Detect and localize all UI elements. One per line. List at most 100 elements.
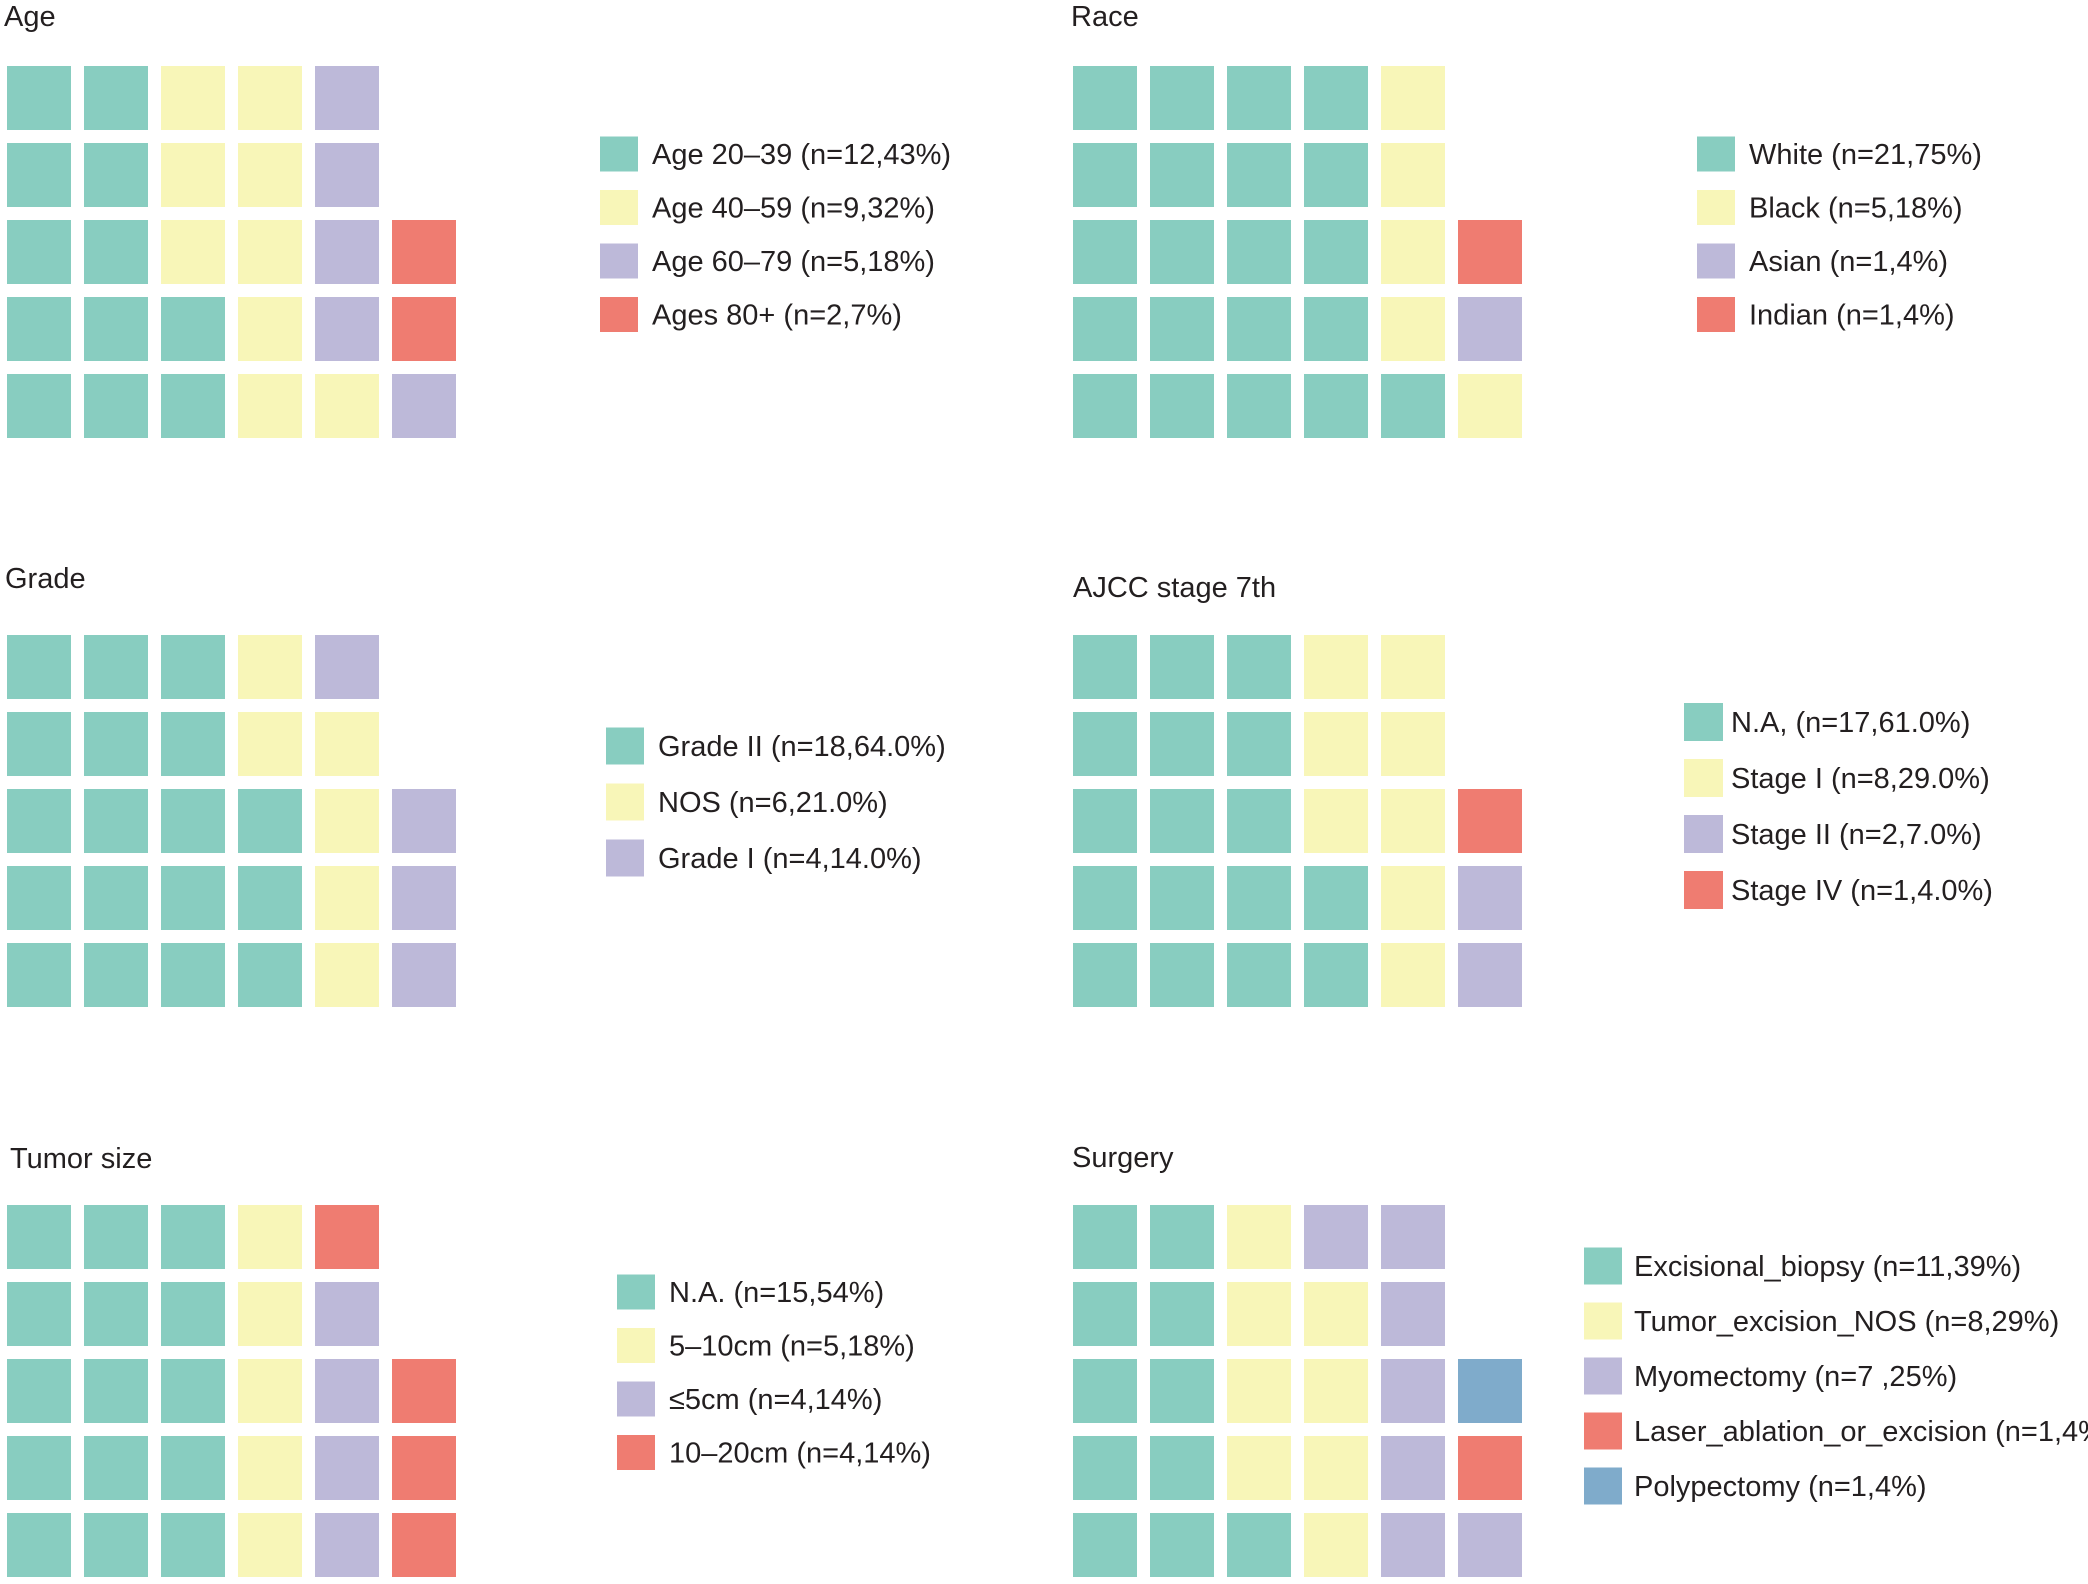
waffle-square: [1150, 297, 1214, 361]
waffle-square: [161, 1513, 225, 1577]
legend-swatch: [617, 1328, 655, 1363]
waffle-square: [161, 1359, 225, 1423]
waffle-square: [84, 1282, 148, 1346]
waffle-square: [7, 712, 71, 776]
waffle-square: [1150, 1513, 1214, 1577]
waffle-square: [1304, 374, 1368, 438]
legend-swatch: [1584, 1357, 1622, 1395]
waffle-square: [1150, 789, 1214, 853]
waffle-square: [392, 789, 456, 853]
waffle-square: [1227, 374, 1291, 438]
legend-label: Grade II (n=18,64.0%): [658, 731, 946, 763]
waffle-square: [1458, 220, 1522, 284]
legend-swatch: [1697, 297, 1735, 332]
waffle-square: [315, 374, 379, 438]
waffle-square: [392, 1436, 456, 1500]
waffle-square: [161, 635, 225, 699]
waffle-square: [1227, 66, 1291, 130]
waffle-square: [1227, 1205, 1291, 1269]
legend-label: N.A, (n=17,61.0%): [1731, 707, 1970, 739]
waffle-square: [84, 635, 148, 699]
legend-swatch: [606, 839, 644, 877]
legend-label: Laser_ablation_or_excision (n=1,4%): [1634, 1416, 2088, 1448]
waffle-square: [161, 297, 225, 361]
legend-label: Black (n=5,18%): [1749, 193, 1963, 225]
legend-label: Stage II (n=2,7.0%): [1731, 819, 1982, 851]
waffle-square: [1227, 712, 1291, 776]
legend-label: ≤5cm (n=4,14%): [669, 1384, 882, 1416]
legend-swatch: [1697, 190, 1735, 225]
legend-swatch: [1584, 1302, 1622, 1340]
legend-label: Indian (n=1,4%): [1749, 300, 1955, 332]
waffle-square: [84, 1513, 148, 1577]
waffle-square: [161, 66, 225, 130]
legend-swatch: [600, 297, 638, 332]
waffle-square: [1381, 66, 1445, 130]
waffle-square: [392, 1359, 456, 1423]
waffle-square: [1458, 1513, 1522, 1577]
waffle-square: [1304, 1436, 1368, 1500]
waffle-square: [84, 712, 148, 776]
waffle-square: [238, 789, 302, 853]
waffle-square: [7, 374, 71, 438]
waffle-square: [1150, 66, 1214, 130]
waffle-square: [315, 1282, 379, 1346]
waffle-panel: AJCC stage 7th N.A, (n=17,61.0%) Stage I (…: [1073, 572, 1993, 1007]
waffle-square: [238, 143, 302, 207]
legend-label: Excisional_biopsy (n=11,39%): [1634, 1251, 2021, 1283]
legend-swatch: [1684, 871, 1723, 909]
waffle-square: [161, 712, 225, 776]
waffle-square: [1073, 712, 1137, 776]
waffle-square: [1458, 789, 1522, 853]
waffle-square: [1458, 374, 1522, 438]
legend-label: White (n=21,75%): [1749, 139, 1982, 171]
waffle-square: [7, 1282, 71, 1346]
waffle-square: [7, 866, 71, 930]
waffle-square: [315, 1359, 379, 1423]
waffle-square: [7, 1359, 71, 1423]
waffle-square: [1073, 1282, 1137, 1346]
waffle-square: [84, 297, 148, 361]
legend-label: 5–10cm (n=5,18%): [669, 1331, 915, 1363]
waffle-square: [1150, 374, 1214, 438]
panel-title: Race: [1071, 1, 1139, 33]
waffle-square: [315, 1513, 379, 1577]
waffle-square: [84, 789, 148, 853]
waffle-square: [1150, 143, 1214, 207]
waffle-square: [1227, 1282, 1291, 1346]
panel-title: Tumor size: [10, 1143, 152, 1175]
waffle-square: [7, 297, 71, 361]
waffle-square: [315, 66, 379, 130]
waffle-square: [1073, 866, 1137, 930]
waffle-square: [7, 143, 71, 207]
waffle-square: [1150, 1359, 1214, 1423]
legend-label: Age 60–79 (n=5,18%): [652, 246, 935, 278]
waffle-square: [238, 1513, 302, 1577]
waffle-square: [1150, 1282, 1214, 1346]
waffle-square: [1150, 635, 1214, 699]
waffle-square: [161, 374, 225, 438]
waffle-square: [1073, 297, 1137, 361]
waffle-square: [1150, 866, 1214, 930]
waffle-square: [161, 220, 225, 284]
waffle-square: [1381, 220, 1445, 284]
waffle-square: [1227, 789, 1291, 853]
waffle-square: [84, 220, 148, 284]
legend-label: Asian (n=1,4%): [1749, 246, 1948, 278]
waffle-square: [161, 1436, 225, 1500]
waffle-square: [1304, 66, 1368, 130]
waffle-square: [1381, 1436, 1445, 1500]
waffle-square: [1304, 1359, 1368, 1423]
waffle-square: [7, 789, 71, 853]
legend-label: Age 40–59 (n=9,32%): [652, 193, 935, 225]
waffle-square: [1458, 1359, 1522, 1423]
waffle-square: [315, 635, 379, 699]
waffle-square: [1227, 635, 1291, 699]
waffle-square: [1304, 1205, 1368, 1269]
waffle-square: [84, 66, 148, 130]
panel-title: Grade: [5, 563, 86, 595]
panel-title: Age: [4, 1, 56, 33]
legend-label: Ages 80+ (n=2,7%): [652, 300, 902, 332]
waffle-panel: Race White (n=21,75%) Black (n=5,18%) Asian…: [1071, 1, 1982, 438]
waffle-square: [84, 1436, 148, 1500]
